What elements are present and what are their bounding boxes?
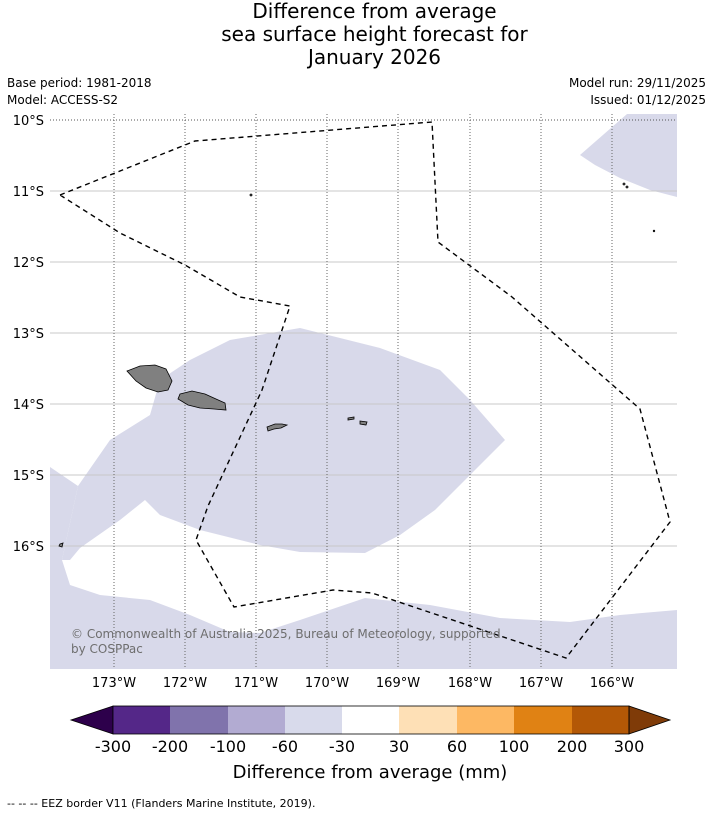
colorbar-extend-low	[69, 705, 114, 735]
lon-label: 172°W	[163, 676, 207, 691]
lon-label: 166°W	[590, 676, 634, 691]
island-tokelau-a	[622, 182, 626, 186]
eez-legend: -- -- -- EEZ border V11 (Flanders Marine…	[7, 797, 316, 810]
colorbar-segment	[457, 706, 514, 734]
title-line-1: Difference from average	[252, 0, 497, 23]
lat-label: 11°S	[13, 185, 44, 200]
island-west	[58, 542, 64, 548]
meta-left: Base period: 1981-2018 Model: ACCESS-S2	[7, 75, 152, 109]
colorbar-tick: -300	[95, 737, 131, 756]
issued-date: Issued: 01/12/2025	[590, 93, 706, 107]
lon-label: 169°W	[376, 676, 420, 691]
colorbar-tick: -60	[272, 737, 298, 756]
island-savaii	[126, 364, 173, 393]
colorbar-tick: 200	[557, 737, 588, 756]
lon-label: 171°W	[234, 676, 278, 691]
title-line-2: sea surface height forecast for	[221, 22, 528, 46]
colorbar-label: Difference from average (mm)	[233, 762, 508, 783]
lon-label: 173°W	[92, 676, 136, 691]
island-tokelau-c	[652, 229, 656, 233]
colorbar-tick: 60	[447, 737, 467, 756]
island-tau	[359, 420, 368, 426]
island-upolu	[177, 390, 227, 411]
eez-samoa	[58, 121, 671, 659]
model-name: Model: ACCESS-S2	[7, 93, 119, 107]
colorbar-tick: 100	[499, 737, 530, 756]
copyright-line-1: © Commonwealth of Australia 2025, Bureau…	[71, 627, 501, 641]
colorbar-segment	[228, 706, 285, 734]
colorbar-tick: 300	[614, 737, 645, 756]
latitude-labels: 10°S 11°S 12°S 13°S 14°S 15°S 16°S	[13, 114, 44, 555]
colorbar-frame	[112, 705, 630, 735]
island-tokelau-b	[625, 185, 629, 189]
anomaly-band-bottom	[50, 328, 677, 669]
colorbar-segment	[170, 706, 228, 734]
colorbar-tick: -200	[152, 737, 188, 756]
anomaly-band-northeast	[580, 114, 677, 197]
map-title: Difference from average sea surface heig…	[0, 0, 713, 69]
lat-label: 13°S	[13, 327, 44, 342]
colorbar-segment	[285, 706, 342, 734]
colorbar-segment	[572, 706, 629, 734]
base-period: Base period: 1981-2018	[7, 76, 152, 90]
colorbar-segment	[113, 706, 170, 734]
colorbar-ticks: -300 -200 -100 -60 -30 30 60 100 200 300	[95, 737, 644, 756]
lon-label: 170°W	[305, 676, 349, 691]
lat-label: 14°S	[13, 398, 44, 413]
lat-label: 15°S	[13, 469, 44, 484]
anomaly-band-south	[50, 467, 78, 565]
title-line-3: January 2026	[307, 45, 442, 69]
lon-label: 167°W	[519, 676, 563, 691]
model-run: Model run: 29/11/2025	[568, 76, 706, 90]
lat-label: 16°S	[13, 540, 44, 555]
meta-right: Model run: 29/11/2025 Issued: 01/12/2025	[569, 75, 706, 109]
copyright-line-2: by COSPPac	[71, 642, 143, 656]
islands	[58, 182, 656, 548]
colorbar-tick: -30	[329, 737, 355, 756]
island-ofu	[347, 416, 355, 421]
eez-border	[58, 121, 671, 659]
colorbar-extend-high	[628, 705, 672, 735]
island-swains	[249, 193, 253, 197]
longitude-labels: 173°W 172°W 171°W 170°W 169°W 168°W 167°…	[92, 676, 634, 691]
colorbar-segment	[342, 706, 399, 734]
colorbar: -300 -200 -100 -60 -30 30 60 100 200 300…	[69, 705, 672, 783]
map-area: © Commonwealth of Australia 2025, Bureau…	[50, 114, 677, 669]
colorbar-tick: -100	[210, 737, 246, 756]
longitude-gridlines	[113, 114, 613, 669]
colorbar-segment	[514, 706, 572, 734]
island-tutuila	[266, 423, 289, 432]
lat-label: 10°S	[13, 114, 44, 129]
colorbar-tick: 30	[389, 737, 409, 756]
colorbar-segment	[399, 706, 457, 734]
lon-label: 168°W	[448, 676, 492, 691]
latitude-gridlines	[50, 119, 677, 547]
lat-label: 12°S	[13, 256, 44, 271]
anomaly-shading	[50, 114, 677, 669]
